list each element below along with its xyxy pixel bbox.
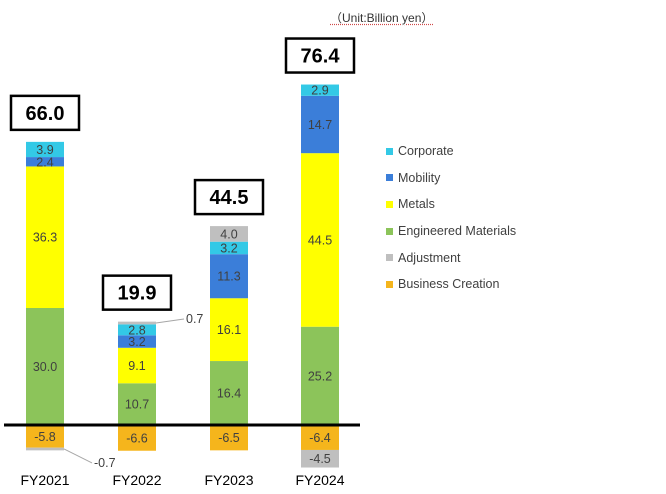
legend-swatch (386, 174, 393, 182)
data-label: -6.4 (309, 431, 331, 445)
data-label: 44.5 (308, 233, 332, 247)
total-box (284, 37, 356, 74)
data-label: -5.8 (34, 430, 56, 444)
bar-segment-engineered-materials (210, 361, 248, 425)
data-label: 16.4 (217, 387, 241, 401)
x-tick-label: FY2024 (295, 472, 344, 488)
x-tick-label: FY2022 (112, 472, 161, 488)
data-label: 16.1 (217, 323, 241, 337)
bar-segment-mobility (210, 254, 248, 299)
data-label: -6.6 (126, 431, 148, 445)
legend-item: Mobility (386, 165, 516, 192)
leader-line (63, 448, 93, 464)
data-label: 2.9 (311, 84, 328, 98)
bar-segment-adjustment (301, 449, 339, 468)
bar-segment-mobility (26, 157, 64, 167)
legend-item: Engineered Materials (386, 218, 516, 245)
data-label: 2.8 (128, 323, 145, 337)
data-label: 30.0 (33, 360, 57, 374)
bar-segment-metals (118, 347, 156, 384)
data-label: 11.3 (217, 270, 240, 284)
legend-swatch (386, 200, 393, 208)
bar-segment-mobility (301, 95, 339, 154)
total-box (193, 178, 265, 216)
legend-item: Adjustment (386, 244, 516, 271)
bar-segment-business-creation (118, 425, 156, 451)
total-label: 19.9 (118, 283, 157, 305)
bar-segment-metals (26, 166, 64, 308)
data-label: 3.2 (220, 241, 237, 255)
legend-item: Business Creation (386, 271, 516, 298)
bar-segment-engineered-materials (118, 383, 156, 425)
data-label: 10.7 (125, 398, 149, 412)
bar-segment-adjustment (26, 447, 64, 451)
bar-segment-engineered-materials (26, 308, 64, 425)
total-box (101, 274, 173, 311)
legend-label: Engineered Materials (398, 224, 517, 239)
leader-line (155, 318, 185, 324)
bar-segment-metals (301, 153, 339, 327)
legend-swatch (386, 227, 393, 235)
legend-swatch (386, 147, 393, 155)
bar-segment-business-creation (26, 425, 64, 448)
data-label: 14.7 (308, 118, 332, 132)
bar-segment-corporate (26, 141, 64, 158)
bar-segment-metals (210, 298, 248, 362)
legend-swatch (386, 254, 393, 262)
legend-label: Business Creation (398, 277, 500, 292)
data-label: -4.5 (309, 452, 331, 466)
bar-segment-corporate (118, 324, 156, 336)
legend-item: Corporate (386, 138, 516, 165)
bar-segment-corporate (210, 241, 248, 255)
bar-segment-mobility (118, 335, 156, 348)
x-tick-label: FY2023 (204, 472, 253, 488)
legend-label: Corporate (398, 144, 454, 159)
bar-segment-adjustment (210, 226, 248, 242)
data-label: -0.7 (94, 456, 116, 470)
legend-swatch (386, 280, 393, 288)
legend-label: Mobility (398, 170, 441, 185)
legend-label: Metals (398, 197, 435, 212)
data-label: 25.2 (308, 369, 332, 383)
data-label: 3.9 (36, 143, 53, 157)
data-label: 0.7 (186, 312, 203, 326)
bar-segment-business-creation (210, 425, 248, 451)
total-label: 44.5 (210, 187, 249, 209)
legend-label: Adjustment (398, 250, 461, 265)
data-label: 4.0 (220, 227, 237, 241)
data-label: 3.2 (128, 335, 145, 349)
legend-item: Metals (386, 191, 516, 218)
data-label: -6.5 (218, 431, 240, 445)
total-label: 66.0 (26, 103, 65, 125)
unit-label: （Unit:Billion yen） (330, 11, 434, 25)
bar-segment-corporate (301, 84, 339, 96)
legend: Corporate Mobility Metals Engineered Materi… (386, 138, 516, 298)
x-tick-label: FY2021 (20, 472, 69, 488)
bar-segment-engineered-materials (301, 326, 339, 425)
bar-segment-business-creation (301, 425, 339, 450)
data-label: 9.1 (128, 359, 145, 373)
total-label: 76.4 (301, 46, 341, 68)
data-label: 36.3 (33, 231, 57, 245)
bar-segment-adjustment (118, 321, 156, 325)
total-box (9, 94, 81, 132)
data-label: 2.4 (36, 155, 53, 169)
